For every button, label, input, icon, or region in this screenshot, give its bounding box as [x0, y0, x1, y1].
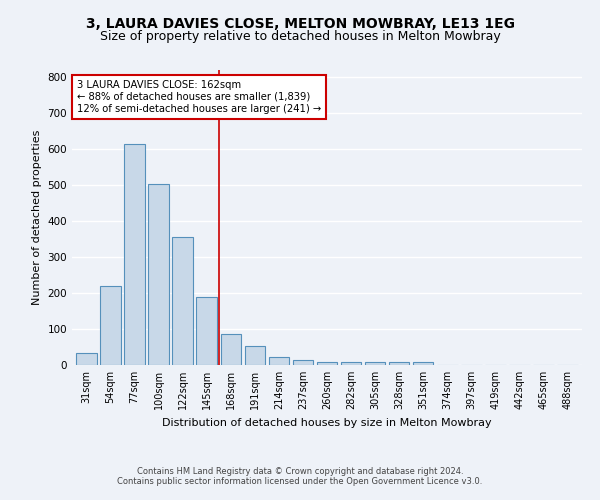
Text: Size of property relative to detached houses in Melton Mowbray: Size of property relative to detached ho…	[100, 30, 500, 43]
Bar	[76, 354, 97, 365]
Bar	[341, 362, 361, 365]
Bar	[172, 236, 193, 365]
Bar	[124, 144, 145, 365]
Bar	[100, 286, 121, 365]
Bar	[413, 362, 433, 365]
Text: Contains public sector information licensed under the Open Government Licence v3: Contains public sector information licen…	[118, 477, 482, 486]
Bar	[196, 296, 217, 365]
Bar	[317, 362, 337, 365]
Bar	[389, 362, 409, 365]
Text: 3 LAURA DAVIES CLOSE: 162sqm
← 88% of detached houses are smaller (1,839)
12% of: 3 LAURA DAVIES CLOSE: 162sqm ← 88% of de…	[77, 80, 322, 114]
Bar	[221, 334, 241, 365]
Bar	[269, 357, 289, 365]
Bar	[148, 184, 169, 365]
Text: 3, LAURA DAVIES CLOSE, MELTON MOWBRAY, LE13 1EG: 3, LAURA DAVIES CLOSE, MELTON MOWBRAY, L…	[86, 18, 515, 32]
Bar	[293, 360, 313, 365]
X-axis label: Distribution of detached houses by size in Melton Mowbray: Distribution of detached houses by size …	[162, 418, 492, 428]
Y-axis label: Number of detached properties: Number of detached properties	[32, 130, 42, 305]
Bar	[365, 362, 385, 365]
Bar	[245, 346, 265, 365]
Text: Contains HM Land Registry data © Crown copyright and database right 2024.: Contains HM Land Registry data © Crown c…	[137, 467, 463, 476]
